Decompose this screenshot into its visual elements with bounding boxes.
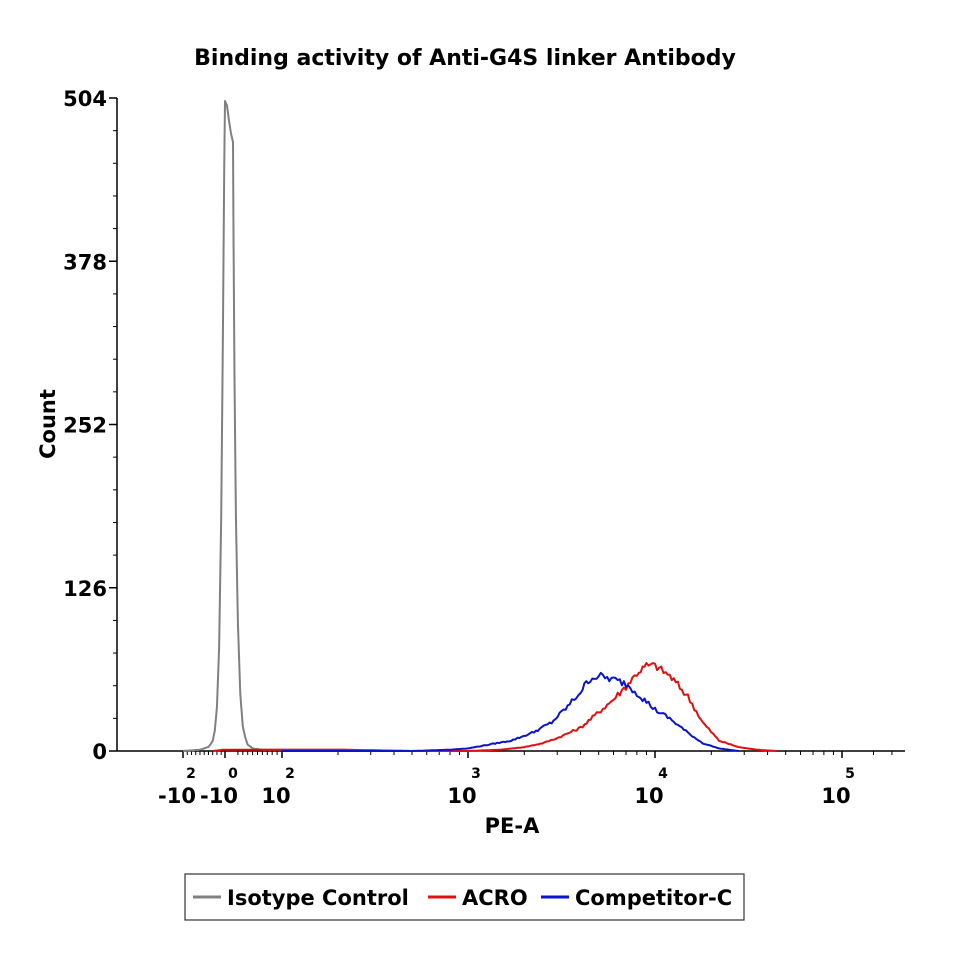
y-tick-label: 504 (63, 87, 107, 111)
x-tick-label: -10 (158, 784, 196, 808)
legend: Isotype Control ACRO Competitor-C (184, 873, 745, 921)
x-tick-label: -10 (200, 784, 238, 808)
y-minor-ticks (113, 130, 117, 719)
x-tick-label: 10 (821, 784, 850, 808)
chart-title: Binding activity of Anti-G4S linker Anti… (194, 46, 736, 71)
series-lines (182, 100, 778, 752)
y-tick-label: 126 (63, 577, 107, 601)
x-tick-exponent: 5 (845, 766, 855, 782)
series-line-isotype-control (182, 100, 412, 752)
legend-label: ACRO (462, 886, 528, 910)
x-tick-label: 10 (634, 784, 663, 808)
x-axis-title: PE-A (485, 814, 540, 838)
x-tick-label: 10 (447, 784, 476, 808)
legend-label: Competitor-C (575, 886, 732, 910)
legend-box (184, 873, 745, 921)
y-tick-label: 252 (63, 414, 107, 438)
x-minor-ticks (186, 751, 893, 755)
x-tick-exponent: 4 (658, 766, 668, 782)
x-tick-exponent: 2 (285, 766, 295, 782)
legend-label: Isotype Control (227, 886, 409, 910)
series-line-acro (212, 662, 778, 752)
y-ticks: 0 126 252 378 504 (63, 87, 117, 764)
x-tick-exponent: 0 (228, 766, 238, 782)
y-tick-label: 0 (92, 740, 107, 764)
series-line-competitor-c (282, 671, 739, 752)
y-tick-label: 378 (63, 250, 107, 274)
x-tick-label: 10 (261, 784, 290, 808)
x-tick-exponent: 2 (186, 766, 196, 782)
y-axis-title: Count (36, 389, 60, 459)
x-tick-exponent: 3 (471, 766, 481, 782)
